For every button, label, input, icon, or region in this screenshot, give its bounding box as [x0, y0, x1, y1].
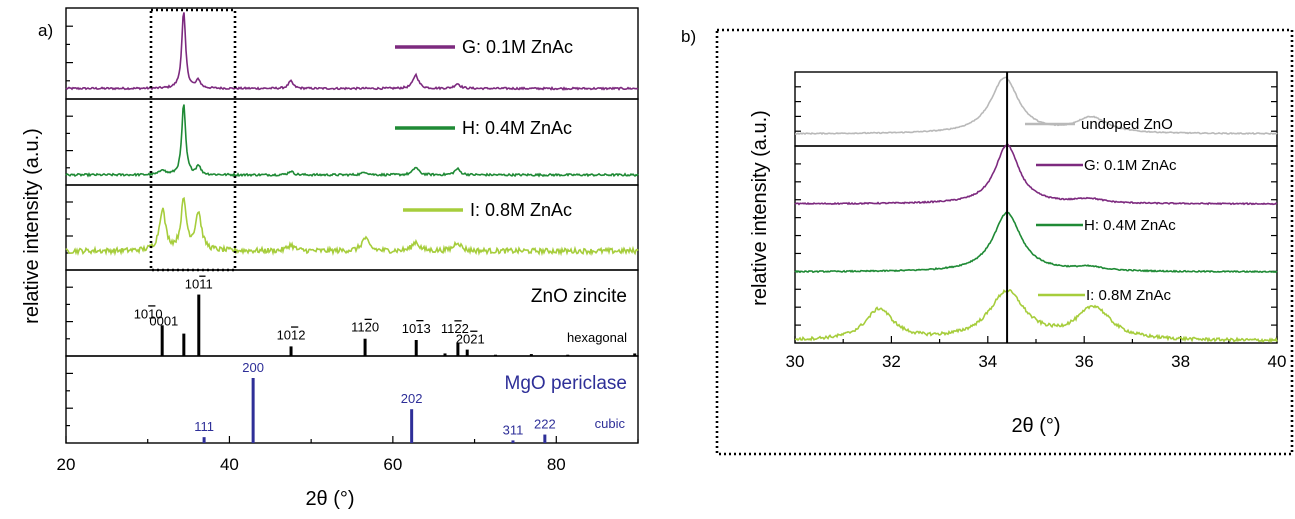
series-line-b-H [794, 211, 1278, 274]
legend-b-i-label: I: 0.8M ZnAc [1086, 287, 1172, 304]
legend-b-g: G: 0.1M ZnAc [1036, 157, 1177, 174]
legend-b-undoped-label: undoped ZnO [1081, 116, 1173, 133]
peak-label: 111 [194, 419, 214, 434]
peak-label: 1012 [277, 327, 306, 342]
zoom-region-box [149, 8, 237, 272]
x-tick-label: 80 [547, 455, 566, 474]
panel-b-x-axis-label: 2θ (°) [1011, 415, 1060, 437]
peak-label: 200 [242, 360, 264, 375]
panel-b-series [794, 76, 1278, 344]
panel-b-zoom-frame [715, 28, 1294, 456]
x-tick-label: 30 [786, 352, 805, 371]
legend-b-h: H: 0.4M ZnAc [1036, 217, 1176, 234]
peak-label: 1120 [351, 320, 379, 335]
mgo-reference-note: cubic [595, 416, 626, 431]
legend-h-label: H: 0.4M ZnAc [462, 118, 572, 138]
panel-a-mgo-reference [65, 355, 639, 444]
peak-label: 1011 [185, 277, 213, 292]
x-tick-label: 20 [57, 455, 76, 474]
series-line-I [65, 196, 639, 257]
x-tick-label: 36 [1075, 352, 1094, 371]
zno-reference-note: hexagonal [567, 330, 627, 345]
peak-label: 1013 [402, 321, 431, 336]
x-tick-label: 32 [882, 352, 901, 371]
x-tick-label: 34 [978, 352, 997, 371]
x-tick-label: 40 [220, 455, 239, 474]
panel-a-label: a) [38, 21, 53, 40]
panel-b-subplot-doped [794, 145, 1278, 344]
x-tick-label: 40 [1268, 352, 1287, 371]
legend-b-h-label: H: 0.4M ZnAc [1084, 217, 1176, 234]
legend-i: I: 0.8M ZnAc [403, 200, 572, 220]
panel-b-ticks: 30 32 34 36 38 40 [786, 86, 1287, 371]
panel-b-subplot-undoped [794, 71, 1278, 147]
zno-reference-title: ZnO zincite [531, 286, 627, 307]
series-line-b-I [794, 288, 1278, 344]
x-tick-label: 38 [1171, 352, 1190, 371]
legend-b-g-label: G: 0.1M ZnAc [1084, 157, 1177, 174]
peak-label: 2021 [456, 332, 485, 347]
series-line-b-undoped [794, 76, 1278, 135]
series-line-H [65, 104, 639, 178]
legend-g-label: G: 0.1M ZnAc [462, 37, 573, 57]
series-line-G [65, 12, 639, 91]
legend-h: H: 0.4M ZnAc [395, 118, 572, 138]
panel-a-series [65, 12, 639, 257]
peak-label: 311 [503, 422, 524, 437]
x-tick-label: 60 [383, 455, 402, 474]
peak-label: 202 [401, 391, 423, 406]
peak-label: 1122 [441, 321, 469, 336]
peak-label: 1010 [134, 306, 163, 321]
series-line-b-G [794, 143, 1278, 206]
peak-label: 222 [534, 417, 556, 432]
panel-a-y-axis-label: relative intensity (a.u.) [21, 128, 43, 324]
legend-b-i: I: 0.8M ZnAc [1038, 287, 1172, 304]
legend-b-undoped: undoped ZnO [1025, 116, 1173, 133]
panel-a-ticks: 20 40 60 80 [57, 25, 639, 474]
panel-b: 30 32 34 36 38 40 undoped ZnO G: 0.1M ZnAc H:… [749, 71, 1287, 437]
mgo-reference-title: MgO periclase [505, 373, 628, 394]
legend-g: G: 0.1M ZnAc [395, 37, 573, 57]
peak-label: 0001 [149, 314, 178, 329]
legend-i-label: I: 0.8M ZnAc [470, 200, 572, 220]
panel-b-label: b) [681, 27, 696, 46]
panel-b-y-axis-label: relative intensity (a.u.) [749, 110, 771, 306]
panel-a-x-axis-label: 2θ (°) [305, 488, 354, 510]
